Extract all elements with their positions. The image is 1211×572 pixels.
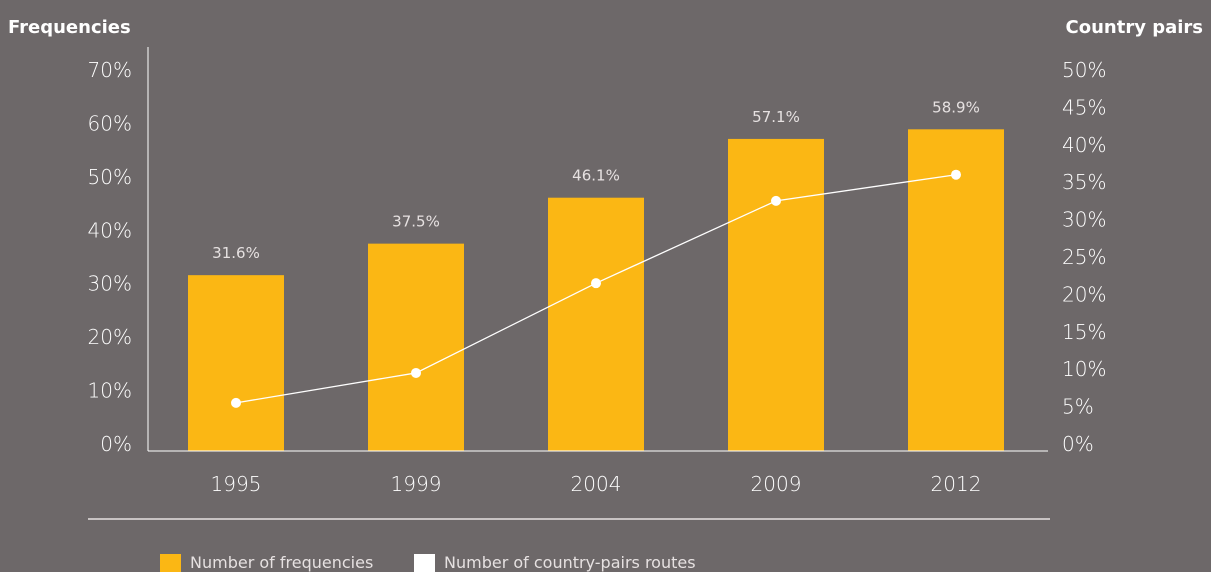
bar (548, 197, 644, 451)
right-tick-label: 0% (1062, 432, 1094, 456)
right-tick-label: 5% (1062, 395, 1094, 419)
bar-labels: 31.6% 37.5% 46.1% 57.1% 58.9% (212, 98, 980, 262)
left-tick-label: 60% (88, 111, 132, 135)
line-point (411, 367, 421, 378)
x-tick-label: 1999 (391, 472, 442, 496)
left-tick-label: 50% (88, 165, 132, 189)
right-tick-label: 20% (1062, 282, 1106, 306)
right-tick-label: 25% (1062, 245, 1106, 269)
right-tick-label: 30% (1062, 208, 1106, 232)
right-tick-label: 45% (1062, 95, 1106, 119)
right-tick-label: 50% (1062, 58, 1106, 82)
left-tick-label: 70% (88, 58, 132, 82)
bar (908, 129, 1004, 451)
left-tick-label: 40% (88, 218, 132, 242)
x-tick-label: 1995 (211, 472, 262, 496)
x-tick-label: 2009 (751, 472, 802, 496)
x-tick-label: 2012 (931, 472, 982, 496)
left-tick-label: 0% (100, 432, 132, 456)
line-point (231, 397, 241, 408)
x-axis-ticks: 1995 1999 2004 2009 2012 (211, 472, 982, 496)
bar (728, 138, 824, 451)
right-tick-label: 40% (1062, 133, 1106, 157)
right-axis-title: Country pairs (1066, 17, 1203, 38)
legend-swatch-country-pairs (414, 554, 435, 572)
x-tick-label: 2004 (571, 472, 622, 496)
left-axis-title: Frequencies (8, 17, 131, 38)
right-tick-label: 35% (1062, 170, 1106, 194)
bar (188, 275, 284, 451)
right-tick-label: 15% (1062, 320, 1106, 344)
line-point (771, 195, 781, 206)
country-pairs-line (231, 169, 961, 408)
right-axis-ticks: 0% 5% 10% 15% 20% 25% 30% 35% 40% 45% 50% (1062, 58, 1106, 456)
left-tick-label: 20% (88, 325, 132, 349)
bar-data-label: 37.5% (392, 213, 440, 231)
legend: Number of frequencies Number of country-… (160, 553, 696, 572)
line-point (591, 278, 601, 289)
left-axis-ticks: 0% 10% 20% 30% 40% 50% 60% 70% (88, 58, 132, 456)
bar (368, 243, 464, 451)
line-point (951, 169, 961, 180)
bar-data-label: 57.1% (752, 108, 800, 126)
legend-label-country-pairs: Number of country-pairs routes (444, 553, 696, 572)
bars (188, 129, 1004, 451)
bar-data-label: 46.1% (572, 167, 620, 185)
bar-data-label: 58.9% (932, 98, 980, 116)
bar-data-label: 31.6% (212, 244, 260, 262)
left-tick-label: 10% (88, 379, 132, 403)
legend-swatch-frequencies (160, 554, 181, 572)
left-tick-label: 30% (88, 272, 132, 296)
legend-label-frequencies: Number of frequencies (190, 553, 373, 572)
right-tick-label: 10% (1062, 357, 1106, 381)
